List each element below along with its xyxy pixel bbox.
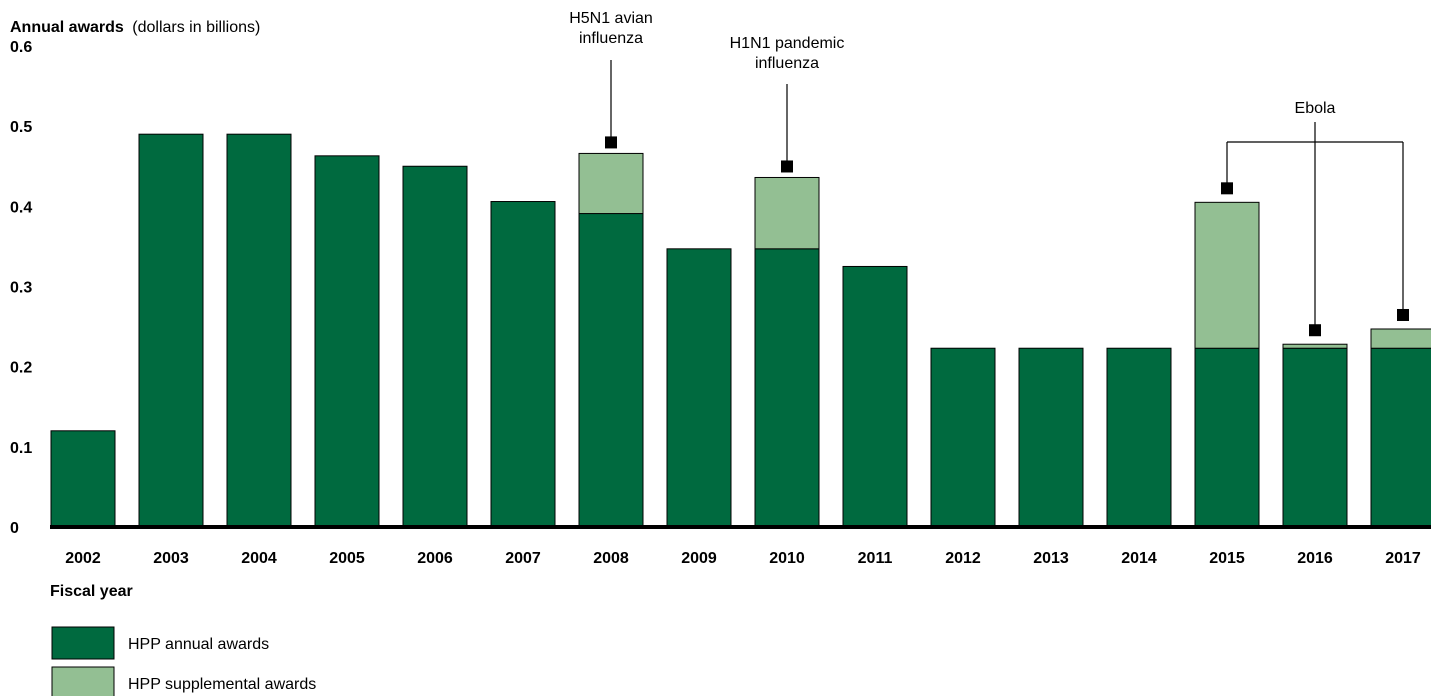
- annotation-label: influenza: [579, 30, 643, 47]
- bar-annual-2011: [842, 265, 908, 528]
- bar-annual-2009: [666, 248, 732, 528]
- annotation-marker: [1397, 308, 1409, 321]
- x-axis-ticks: 2002 2003 2004 2005 2006 2007 2008 2009 2010 2011…: [65, 550, 1421, 567]
- bar-annual-2008: [578, 213, 644, 528]
- bars: [50, 133, 1431, 528]
- x-tick-label: 2005: [329, 550, 365, 567]
- x-tick-label: 2016: [1297, 550, 1333, 567]
- x-tick-label: 2006: [417, 550, 453, 567]
- bar-supplemental-2010: [754, 176, 820, 250]
- x-tick-label: 2009: [681, 550, 717, 567]
- bar-annual-2005: [314, 155, 380, 528]
- annotation-label: H1N1 pandemic: [730, 35, 845, 52]
- y-tick-label: 0: [10, 520, 19, 537]
- y-axis-ticks: 0 0.1 0.2 0.3 0.4 0.5 0.6: [10, 39, 32, 537]
- x-tick-label: 2011: [858, 550, 893, 567]
- x-tick-label: 2004: [241, 550, 277, 567]
- y-axis-title-unit: (dollars in billions): [132, 19, 260, 36]
- legend-swatch: [51, 666, 115, 696]
- y-tick-label: 0.6: [10, 39, 32, 56]
- annotation-label: influenza: [755, 55, 819, 72]
- bar-annual-2012: [930, 347, 996, 528]
- y-tick-label: 0.5: [10, 119, 32, 136]
- annotation-label: Ebola: [1295, 100, 1336, 117]
- x-tick-label: 2003: [153, 550, 189, 567]
- x-tick-label: 2010: [769, 550, 805, 567]
- x-tick-label: 2008: [593, 550, 629, 567]
- annotation-marker: [1309, 324, 1321, 337]
- annotation-marker: [781, 160, 793, 173]
- x-tick-label: 2014: [1121, 550, 1157, 567]
- x-tick-label: 2012: [945, 550, 981, 567]
- x-tick-label: 2015: [1209, 550, 1245, 567]
- x-tick-label: 2013: [1033, 550, 1069, 567]
- bar-annual-2002: [50, 430, 116, 528]
- bar-annual-2007: [490, 201, 556, 528]
- bar-annual-2010: [754, 248, 820, 528]
- bar-supplemental-2015: [1194, 201, 1260, 349]
- bar-annual-2006: [402, 165, 468, 528]
- bar-annual-2013: [1018, 347, 1084, 528]
- y-tick-label: 0.1: [10, 440, 32, 457]
- bar-annual-2016: [1282, 347, 1348, 528]
- annotation-label: H5N1 avian: [569, 10, 653, 27]
- annotation-marker: [605, 136, 617, 149]
- x-tick-label: 2017: [1385, 550, 1421, 567]
- x-tick-label: 2002: [65, 550, 101, 567]
- bar-supplemental-2017: [1370, 328, 1431, 349]
- annotations: H5N1 avian influenza H1N1 pandemic influenz…: [569, 10, 1409, 337]
- bar-annual-2004: [226, 133, 292, 528]
- legend-label: HPP supplemental awards: [128, 676, 316, 693]
- bar-supplemental-2016: [1282, 343, 1348, 349]
- legend: HPP annual awards HPP supplemental awards: [51, 626, 316, 696]
- bar-supplemental-2008: [578, 152, 644, 215]
- y-axis-title: Annual awards (dollars in billions): [10, 19, 260, 36]
- x-axis-title: Fiscal year: [50, 583, 133, 600]
- y-tick-label: 0.4: [10, 199, 32, 216]
- annotation-marker: [1221, 182, 1233, 195]
- bar-annual-2017: [1370, 347, 1431, 528]
- legend-label: HPP annual awards: [128, 636, 269, 653]
- x-tick-label: 2007: [505, 550, 541, 567]
- y-axis-title-main: Annual awards: [10, 19, 124, 36]
- legend-swatch: [51, 626, 115, 660]
- y-tick-label: 0.2: [10, 360, 32, 377]
- bar-annual-2003: [138, 133, 204, 528]
- bar-annual-2014: [1106, 347, 1172, 528]
- bar-annual-2015: [1194, 347, 1260, 528]
- y-tick-label: 0.3: [10, 280, 32, 297]
